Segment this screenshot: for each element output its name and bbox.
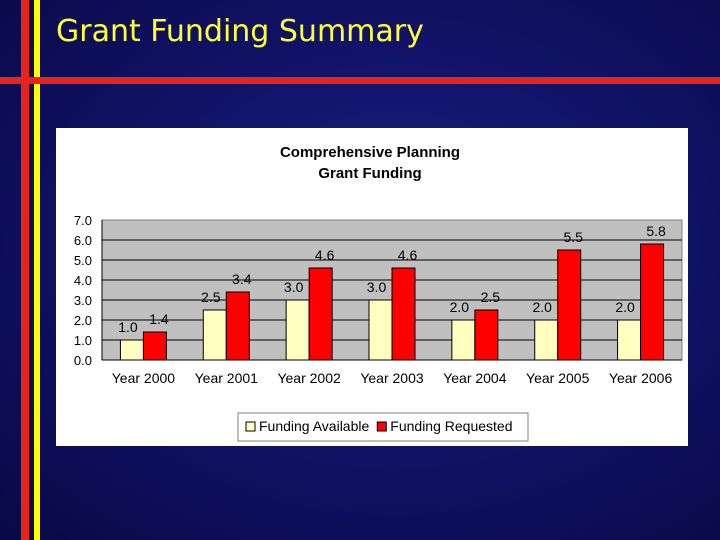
y-tick-label: 2.0 <box>74 313 92 328</box>
bar <box>557 249 582 361</box>
data-label: 5.5 <box>563 229 583 245</box>
bar <box>451 319 476 361</box>
data-label: 2.0 <box>532 299 552 315</box>
bar <box>534 319 559 361</box>
x-tick-label: Year 2001 <box>195 370 259 386</box>
data-label: 4.6 <box>315 247 335 263</box>
x-tick-label: Year 2000 <box>112 370 176 386</box>
legend-swatch <box>245 421 256 432</box>
data-label: 2.0 <box>615 299 635 315</box>
legend-label: Funding Available <box>259 418 369 434</box>
bar <box>202 309 227 361</box>
legend-swatch <box>376 421 387 432</box>
bar <box>225 291 250 361</box>
chart-panel: Comprehensive Planning Grant Funding 0.0… <box>56 128 688 446</box>
bar <box>308 267 333 361</box>
y-tick-label: 5.0 <box>74 253 92 268</box>
bar <box>617 319 642 361</box>
y-tick-label: 0.0 <box>74 353 92 368</box>
x-tick-label: Year 2002 <box>277 370 341 386</box>
x-tick-label: Year 2005 <box>526 370 590 386</box>
title-underline-bar <box>0 77 720 84</box>
data-label: 2.5 <box>481 289 501 305</box>
bar <box>119 339 144 361</box>
data-label: 3.0 <box>284 279 304 295</box>
data-label: 2.5 <box>201 289 221 305</box>
data-label: 3.4 <box>232 271 252 287</box>
x-tick-label: Year 2004 <box>443 370 507 386</box>
data-label: 2.0 <box>450 299 470 315</box>
y-tick-label: 4.0 <box>74 273 92 288</box>
data-label: 1.4 <box>149 311 169 327</box>
bar <box>368 299 393 361</box>
bar <box>391 267 416 361</box>
data-label: 5.8 <box>646 223 666 239</box>
chart-title: Comprehensive Planning <box>280 144 460 161</box>
y-tick-label: 6.0 <box>74 233 92 248</box>
y-tick-label: 3.0 <box>74 293 92 308</box>
bar-chart: Comprehensive Planning Grant Funding 0.0… <box>74 144 683 442</box>
left-yellow-stripe <box>34 0 40 540</box>
bar <box>285 299 310 361</box>
chart-subtitle: Grant Funding <box>318 165 421 182</box>
left-red-stripe <box>21 0 29 540</box>
x-tick-label: Year 2006 <box>609 370 673 386</box>
x-tick-label: Year 2003 <box>360 370 424 386</box>
bar <box>640 243 665 361</box>
data-label: 3.0 <box>367 279 387 295</box>
bar <box>474 309 499 361</box>
y-tick-label: 7.0 <box>74 213 92 228</box>
data-label: 1.0 <box>118 319 138 335</box>
data-label: 4.6 <box>398 247 418 263</box>
legend-label: Funding Requested <box>390 418 512 434</box>
y-tick-label: 1.0 <box>74 333 92 348</box>
bar <box>142 331 167 361</box>
slide-title: Grant Funding Summary <box>56 14 424 49</box>
